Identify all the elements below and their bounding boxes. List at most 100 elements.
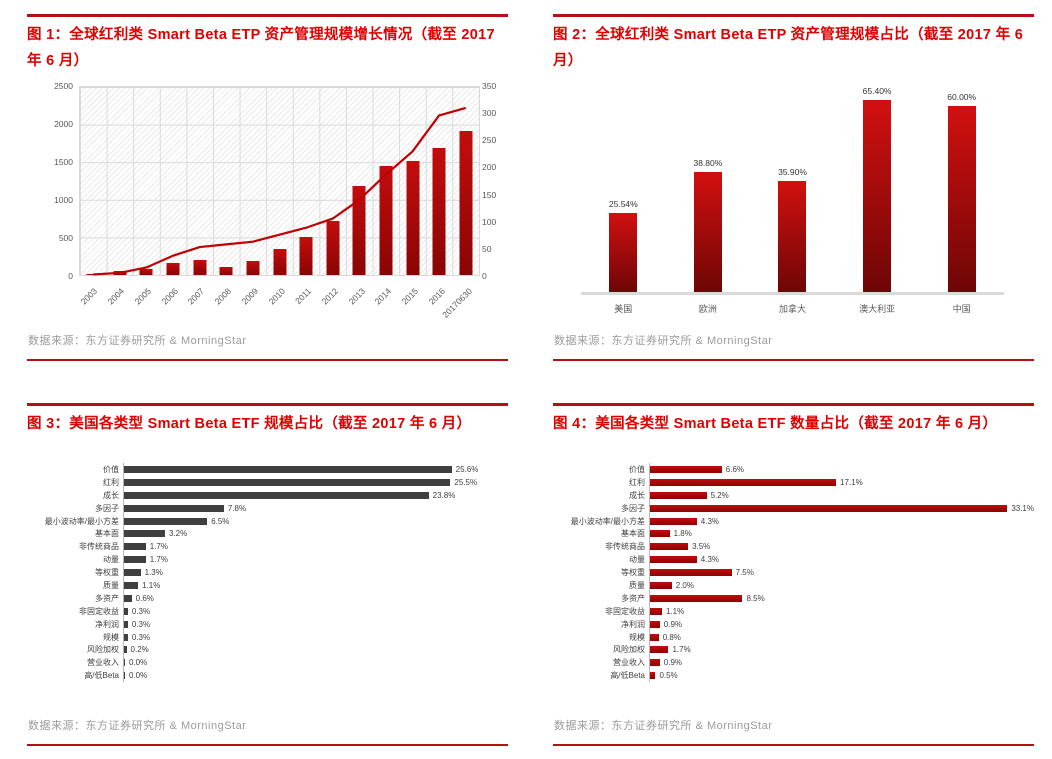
x-axis-tick: 2003	[78, 286, 100, 307]
bar	[326, 220, 340, 275]
bar-row: 非固定收益 0.3%	[27, 604, 508, 618]
category-label: 动量	[629, 555, 645, 565]
horizontal-bar-chart: 价值 25.6% 红利 25.5% 成长 23.8% 多因子 7.8% 最小波动率/最小方差 6.…	[27, 463, 508, 683]
y-axis-tick: 0	[68, 271, 73, 281]
bar	[124, 465, 452, 473]
value-label: 25.54%	[608, 198, 638, 209]
category-label: 等权重	[95, 568, 119, 578]
bar-track: 0.6%	[123, 591, 508, 605]
bar	[273, 248, 286, 275]
value-label: 0.8%	[662, 632, 681, 642]
category-label: 基本面	[95, 529, 119, 539]
category-label: 多因子	[95, 503, 119, 513]
bar	[193, 259, 207, 275]
bar	[650, 620, 660, 628]
bar	[650, 491, 707, 499]
bar	[124, 517, 208, 525]
bar-track: 5.2%	[649, 488, 1034, 502]
category-label: 加拿大	[778, 304, 806, 314]
bar	[124, 659, 125, 667]
value-label: 38.80%	[693, 157, 723, 168]
figure4-panel: 图 4：美国各类型 Smart Beta ETF 数量占比（截至 2017 年 …	[553, 403, 1034, 746]
bar-track: 8.5%	[649, 591, 1034, 605]
plot-area: 25.54% 38.80% 35.90% 65.40% 60.00%	[581, 86, 1004, 295]
bar	[124, 672, 125, 680]
figure3-panel: 图 3：美国各类型 Smart Beta ETF 规模占比（截至 2017 年 …	[27, 403, 508, 746]
bar-row: 高/低Beta 0.0%	[27, 669, 508, 683]
category-label: 红利	[629, 477, 645, 487]
bar-track: 17.1%	[649, 475, 1034, 489]
bar-row: 净利润 0.9%	[553, 617, 1034, 631]
bar-row: 风险加权 0.2%	[27, 643, 508, 657]
y-axis-tick: 500	[58, 233, 73, 243]
column-chart: 25.54% 38.80% 35.90% 65.40% 60.00% 美国 欧洲 加拿大 澳大…	[581, 86, 1004, 315]
category-label: 澳大利亚	[859, 304, 896, 314]
bar	[124, 530, 165, 538]
y-axis-tick: 50	[482, 243, 492, 254]
value-label: 4.3%	[700, 555, 719, 565]
category-label: 等权重	[621, 568, 645, 578]
bar	[124, 556, 146, 564]
category-label: 净利润	[95, 619, 119, 629]
bar-track: 7.8%	[123, 501, 508, 515]
bar-track: 0.3%	[123, 617, 508, 631]
value-label: 0.9%	[663, 619, 683, 629]
bar-row: 营业收入 0.9%	[553, 656, 1034, 670]
bar	[650, 646, 669, 654]
bar	[166, 262, 180, 275]
figure3-title: 图 3：美国各类型 Smart Beta ETF 规模占比（截至 2017 年 …	[27, 416, 472, 432]
value-label: 25.6%	[455, 464, 479, 474]
category-label: 规模	[103, 632, 119, 642]
category-label: 营业收入	[613, 658, 645, 668]
category-label: 最小波动率/最小方差	[570, 516, 645, 526]
x-axis-tick: 2006	[159, 286, 180, 307]
bar	[650, 478, 837, 486]
x-axis-tick: 2007	[185, 286, 207, 307]
bar-track: 3.2%	[123, 527, 508, 541]
value-label: 7.5%	[735, 568, 754, 578]
bar-row: 最小波动率/最小方差 4.3%	[553, 514, 1034, 528]
value-label: 1.3%	[144, 568, 163, 578]
figure2-panel: 图 2：全球红利类 Smart Beta ETP 资产管理规模占比（截至 201…	[553, 14, 1034, 361]
value-label: 3.2%	[168, 529, 188, 539]
x-axis-tick: 2013	[346, 286, 367, 307]
bar-track: 4.3%	[649, 514, 1034, 528]
bar	[86, 273, 100, 275]
bar-track: 0.8%	[649, 630, 1034, 644]
bar	[124, 543, 146, 551]
bar	[124, 478, 451, 486]
figure4-chart-area: 价值 6.6% 红利 17.1% 成长 5.2% 多因子 33.1% 最小波动率/最小方差 4.3…	[553, 437, 1034, 717]
bar	[124, 504, 224, 512]
category-label: 成长	[103, 490, 119, 500]
value-label: 0.5%	[659, 671, 678, 681]
left-y-axis: 2500 2000 1500 1000 500 0	[27, 81, 73, 281]
bar	[650, 465, 722, 473]
value-label: 65.40%	[862, 86, 892, 96]
bar-row: 基本面 1.8%	[553, 527, 1034, 541]
category-label: 质量	[629, 580, 645, 590]
value-label: 4.3%	[700, 516, 719, 526]
figure1-chart-area: 2500 2000 1500 1000 500 0 350 300 250 200 150 100 5…	[27, 74, 508, 332]
value-label: 17.1%	[840, 477, 863, 487]
bar	[124, 607, 128, 615]
bar-track: 6.5%	[123, 514, 508, 528]
bar	[352, 186, 366, 275]
value-label: 0.0%	[129, 658, 148, 668]
value-label: 1.8%	[673, 529, 692, 539]
bar	[947, 106, 976, 292]
x-axis-tick: 2016	[426, 286, 447, 307]
bar	[124, 633, 128, 641]
category-label: 多资产	[95, 593, 119, 603]
bar-row: 多资产 0.6%	[27, 591, 508, 605]
bar-track: 23.8%	[123, 488, 508, 502]
bar-track: 1.7%	[649, 643, 1034, 657]
horizontal-bar-chart: 价值 6.6% 红利 17.1% 成长 5.2% 多因子 33.1% 最小波动率/最小方差 4.3…	[553, 463, 1034, 683]
bar	[650, 659, 660, 667]
category-label: 规模	[629, 632, 645, 642]
bar-track: 1.3%	[123, 566, 508, 580]
bar	[650, 581, 672, 589]
bar-row: 风险加权 1.7%	[553, 643, 1034, 657]
bar-track: 1.7%	[123, 553, 508, 567]
category-label: 欧洲	[698, 304, 717, 314]
bar-column: 38.80%	[666, 86, 751, 292]
